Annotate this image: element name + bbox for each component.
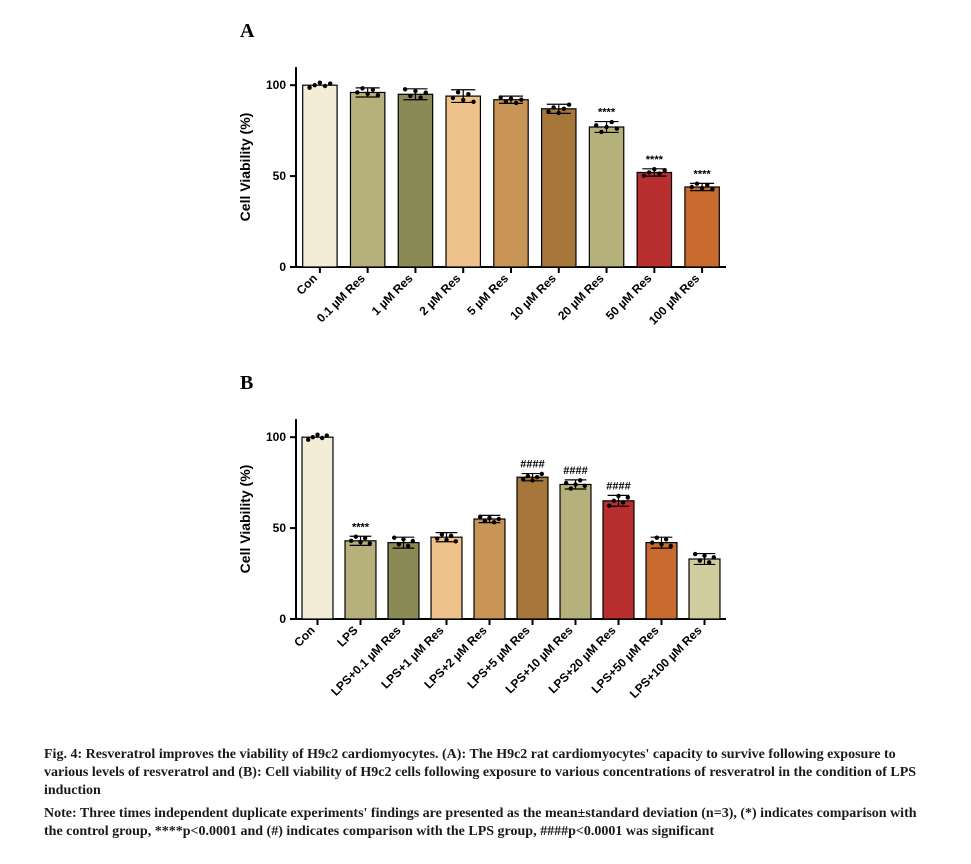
svg-text:5 µM Res: 5 µM Res — [464, 271, 511, 318]
svg-text:100: 100 — [265, 78, 285, 92]
svg-text:****: **** — [693, 168, 711, 180]
figure-caption: Fig. 4: Resveratrol improves the viabili… — [40, 746, 931, 801]
svg-text:Cell Viability (%): Cell Viability (%) — [237, 113, 253, 222]
chart-a-svg: 0 50 100 Cell Viability (%) Con0.1 µM Res1 µ… — [226, 47, 746, 357]
figure-number: Fig. 4: — [44, 747, 82, 762]
chart-b-container: 050100Cell Viability (%)Con****LPSLPS+0.… — [40, 399, 931, 734]
chart-a-container: 0 50 100 Cell Viability (%) Con0.1 µM Res1 µ… — [40, 47, 931, 362]
svg-text:Con: Con — [291, 623, 317, 649]
svg-text:100 µM Res: 100 µM Res — [645, 271, 702, 328]
svg-text:50 µM Res: 50 µM Res — [602, 271, 654, 323]
svg-text:Con: Con — [293, 271, 319, 297]
panel-b-label: B — [240, 372, 931, 395]
svg-text:****: **** — [597, 107, 615, 119]
svg-text:####: #### — [606, 480, 630, 492]
svg-text:10 µM Res: 10 µM Res — [507, 271, 559, 323]
svg-text:****: **** — [351, 521, 369, 533]
svg-text:****: **** — [645, 154, 663, 166]
svg-text:Cell Viability (%): Cell Viability (%) — [237, 465, 253, 574]
caption-body: Resveratrol improves the viability of H9… — [44, 747, 916, 798]
chart-b-svg: 050100Cell Viability (%)Con****LPSLPS+0.… — [226, 399, 746, 729]
svg-text:LPS: LPS — [334, 623, 360, 649]
svg-text:LPS+100 µM Res: LPS+100 µM Res — [626, 623, 704, 701]
svg-text:####: #### — [520, 459, 544, 471]
svg-text:0.1 µM Res: 0.1 µM Res — [313, 271, 367, 325]
svg-text:0: 0 — [279, 612, 286, 626]
svg-text:1 µM Res: 1 µM Res — [368, 271, 415, 318]
svg-text:0: 0 — [279, 260, 286, 274]
svg-text:50: 50 — [272, 169, 286, 183]
svg-text:####: #### — [563, 465, 587, 477]
svg-text:50: 50 — [272, 521, 286, 535]
panel-a-label: A — [240, 20, 931, 43]
svg-text:20 µM Res: 20 µM Res — [555, 271, 607, 323]
svg-text:2 µM Res: 2 µM Res — [416, 271, 463, 318]
figure-note: Note: Three times independent duplicate … — [40, 805, 931, 841]
svg-text:100: 100 — [265, 430, 285, 444]
